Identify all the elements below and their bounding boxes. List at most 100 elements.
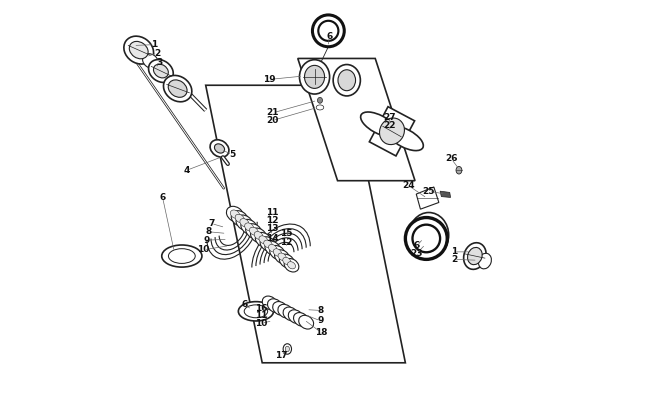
Polygon shape — [205, 85, 406, 363]
Ellipse shape — [259, 236, 268, 244]
Ellipse shape — [124, 36, 153, 64]
Ellipse shape — [273, 249, 281, 256]
Ellipse shape — [333, 65, 360, 96]
Text: 6: 6 — [242, 300, 248, 309]
Text: 21: 21 — [266, 108, 279, 117]
Text: 18: 18 — [315, 328, 327, 337]
Ellipse shape — [255, 232, 271, 247]
Ellipse shape — [162, 245, 202, 267]
Ellipse shape — [244, 305, 268, 318]
Ellipse shape — [214, 144, 224, 153]
Text: 23: 23 — [410, 249, 422, 258]
Ellipse shape — [226, 206, 244, 222]
Ellipse shape — [260, 237, 276, 251]
Ellipse shape — [210, 140, 229, 157]
Ellipse shape — [241, 219, 257, 234]
Text: 11: 11 — [266, 207, 279, 217]
Text: 3: 3 — [156, 58, 162, 67]
Ellipse shape — [338, 70, 356, 91]
Ellipse shape — [168, 80, 187, 97]
Ellipse shape — [263, 296, 277, 310]
Ellipse shape — [294, 312, 308, 326]
Ellipse shape — [300, 60, 330, 94]
Text: 10: 10 — [198, 245, 210, 254]
Ellipse shape — [304, 66, 324, 88]
Ellipse shape — [168, 249, 195, 263]
Ellipse shape — [149, 60, 174, 82]
Ellipse shape — [285, 346, 289, 352]
Text: 10: 10 — [255, 318, 268, 328]
Text: 8: 8 — [205, 227, 212, 236]
Ellipse shape — [278, 253, 286, 260]
Ellipse shape — [289, 310, 303, 323]
Ellipse shape — [240, 218, 249, 227]
Ellipse shape — [316, 105, 324, 110]
Text: 8: 8 — [318, 306, 324, 315]
Text: 22: 22 — [384, 121, 396, 129]
Ellipse shape — [283, 344, 291, 354]
Ellipse shape — [463, 243, 486, 269]
Ellipse shape — [270, 245, 285, 260]
Text: 6: 6 — [326, 32, 332, 41]
Text: 2: 2 — [451, 255, 457, 264]
Ellipse shape — [274, 250, 290, 264]
Ellipse shape — [164, 76, 192, 102]
Polygon shape — [416, 187, 439, 209]
Ellipse shape — [153, 64, 168, 78]
Text: 19: 19 — [263, 75, 276, 84]
Text: 15: 15 — [280, 228, 292, 238]
Ellipse shape — [268, 244, 277, 252]
Ellipse shape — [456, 166, 462, 174]
Ellipse shape — [236, 215, 253, 231]
Ellipse shape — [299, 315, 313, 329]
Text: 5: 5 — [229, 150, 235, 159]
Ellipse shape — [317, 97, 322, 103]
Ellipse shape — [273, 302, 287, 315]
Ellipse shape — [239, 302, 274, 321]
Ellipse shape — [415, 219, 443, 252]
Text: 4: 4 — [184, 166, 190, 175]
Text: 17: 17 — [275, 351, 287, 360]
Ellipse shape — [235, 214, 244, 223]
Text: 1: 1 — [451, 247, 457, 256]
Ellipse shape — [250, 228, 266, 243]
Text: 11: 11 — [255, 311, 268, 320]
Polygon shape — [440, 191, 450, 197]
Ellipse shape — [387, 126, 423, 151]
Ellipse shape — [467, 247, 482, 265]
Text: 9: 9 — [318, 316, 324, 326]
Text: 2: 2 — [155, 49, 161, 58]
Text: 25: 25 — [422, 186, 435, 196]
Text: 20: 20 — [266, 116, 279, 125]
Ellipse shape — [361, 112, 396, 136]
Ellipse shape — [230, 210, 240, 218]
Ellipse shape — [264, 240, 272, 248]
Ellipse shape — [129, 42, 148, 59]
Text: 16: 16 — [255, 304, 268, 313]
Circle shape — [318, 21, 339, 41]
Text: 9: 9 — [203, 236, 210, 244]
Ellipse shape — [409, 213, 448, 258]
Circle shape — [413, 225, 440, 252]
Ellipse shape — [380, 118, 404, 144]
Text: 6: 6 — [159, 193, 166, 202]
Ellipse shape — [280, 254, 294, 268]
Polygon shape — [298, 58, 415, 181]
Text: 6: 6 — [414, 241, 420, 250]
Text: 14: 14 — [266, 234, 279, 243]
Circle shape — [406, 218, 447, 260]
Text: 26: 26 — [445, 155, 458, 163]
Text: 1: 1 — [151, 40, 157, 49]
Circle shape — [313, 15, 344, 47]
Text: 12: 12 — [266, 216, 279, 225]
Ellipse shape — [250, 227, 258, 235]
Ellipse shape — [231, 211, 248, 226]
Ellipse shape — [283, 257, 291, 265]
Polygon shape — [369, 107, 415, 156]
Ellipse shape — [268, 299, 282, 312]
Ellipse shape — [287, 262, 296, 269]
Ellipse shape — [478, 253, 491, 269]
Text: 7: 7 — [208, 219, 214, 228]
Ellipse shape — [142, 54, 159, 68]
Ellipse shape — [265, 241, 280, 255]
